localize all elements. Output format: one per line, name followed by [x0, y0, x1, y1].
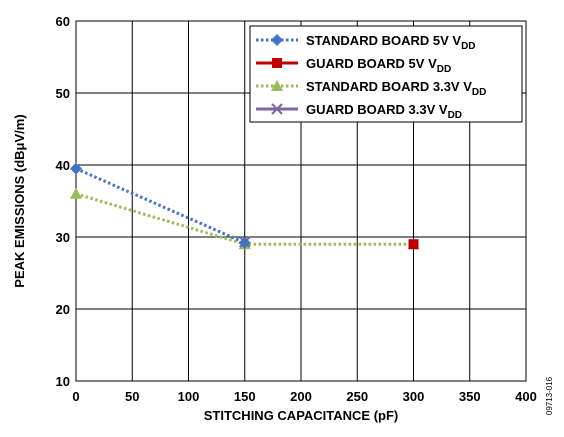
figure-id: 09713-016	[545, 376, 554, 415]
series-line	[75, 167, 246, 245]
series-layer	[70, 162, 420, 250]
legend-swatch-marker	[271, 80, 283, 91]
legend-swatch-marker	[272, 58, 282, 68]
data-point	[70, 162, 82, 175]
grid	[76, 21, 526, 381]
legend-swatch-marker	[271, 103, 283, 115]
x-tick-label: 50	[125, 389, 139, 404]
legend-label: GUARD BOARD 5V VDD	[306, 56, 451, 75]
y-tick-label: 50	[56, 86, 70, 101]
legend-swatch-marker	[271, 34, 283, 46]
data-point	[408, 239, 419, 250]
legend-label: GUARD BOARD 3.3V VDD	[306, 102, 462, 121]
y-axis-title: PEAK EMISSIONS (dBμV/m)	[12, 114, 27, 287]
x-tick-label: 100	[178, 389, 200, 404]
tick-labels: 0 50 100 150 200 250 300 350 400 10 20 30 40 50 60	[56, 14, 537, 404]
x-tick-label: 350	[459, 389, 481, 404]
y-tick-label: 10	[56, 374, 70, 389]
y-tick-label: 20	[56, 302, 70, 317]
x-tick-label: 0	[72, 389, 79, 404]
x-tick-label: 200	[290, 389, 312, 404]
legend-box	[249, 25, 523, 123]
legend-label: STANDARD BOARD 5V VDD	[306, 33, 476, 52]
legend: STANDARD BOARD 5V VDD GUARD BOARD 5V VDD S…	[256, 33, 486, 121]
legend-label: STANDARD BOARD 3.3V VDD	[306, 79, 486, 98]
x-axis-title: STITCHING CAPACITANCE (pF)	[204, 408, 399, 423]
x-tick-label: 300	[403, 389, 425, 404]
data-point	[238, 236, 251, 249]
y-tick-label: 40	[56, 158, 70, 173]
data-point	[70, 187, 82, 199]
y-tick-label: 60	[56, 14, 70, 29]
y-tick-label: 30	[56, 230, 70, 245]
x-tick-label: 400	[515, 389, 537, 404]
x-tick-label: 250	[346, 389, 368, 404]
x-tick-label: 150	[234, 389, 256, 404]
